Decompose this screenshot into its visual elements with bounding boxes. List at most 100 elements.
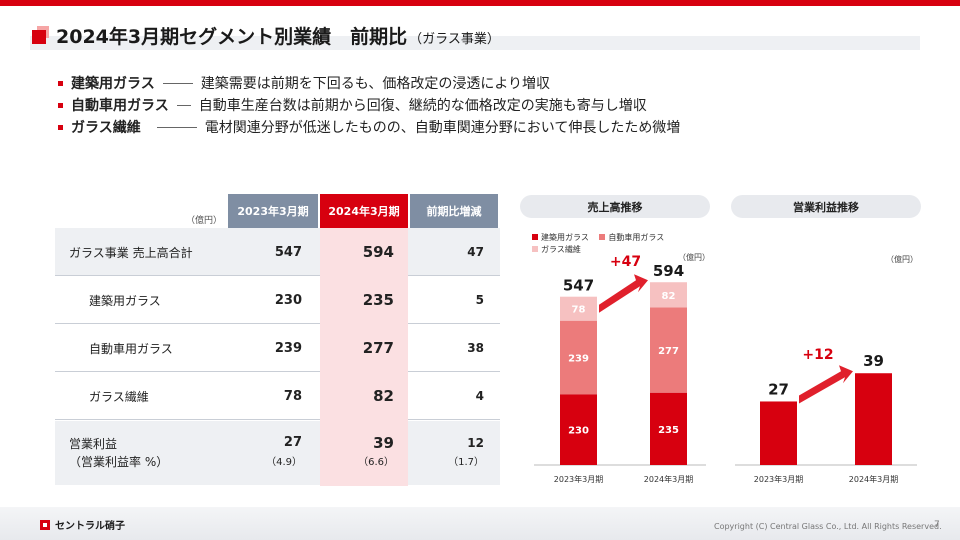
value-change: 47 xyxy=(467,245,484,259)
values-fiber: 78 82 4 xyxy=(55,372,500,420)
page-number: 7 xyxy=(934,520,940,530)
bar-value-label: 27 xyxy=(768,380,789,398)
legend-item-architectural: 建築用ガラス xyxy=(532,231,589,243)
bar-segment-architectural xyxy=(650,392,687,465)
op-value: 27 xyxy=(283,435,302,450)
logo-text: セントラル硝子 xyxy=(55,521,125,532)
table-row-architectural: 建築用ガラス xyxy=(55,276,500,324)
bar-op-profit xyxy=(760,401,797,465)
company-logo: セントラル硝子 xyxy=(40,517,125,532)
top-accent-bar xyxy=(0,0,960,6)
bar-segment-fiber xyxy=(560,296,597,321)
bar-op-profit xyxy=(855,373,892,465)
header-fy2023: 2023年3月期 xyxy=(228,194,318,228)
bar-total-label: 594 xyxy=(653,262,684,280)
value-fy2023: 547 xyxy=(274,244,302,260)
op-rate: （6.6） xyxy=(358,457,394,468)
value-change: 4 xyxy=(475,389,484,403)
sales-chart-title: 売上高推移 xyxy=(520,195,710,218)
bullet-architectural: 建築用ガラス 建築需要は前期を下回るも、価格改定の浸透により増収 xyxy=(58,72,680,94)
bullet-name: 自動車用ガラス xyxy=(71,98,169,114)
x-tick-label: 2023年3月期 xyxy=(554,474,603,484)
values-automotive: 239 277 38 xyxy=(55,324,500,372)
bar-total-label: 547 xyxy=(563,277,594,295)
bullet-desc: 電材関連分野が低迷したものの、自動車関連分野において伸長したため微増 xyxy=(204,120,681,136)
value-fy2023: 27 （4.9） xyxy=(228,421,318,485)
op-bar-chart: 27 2023年3月期 39 2024年3月期 +12 xyxy=(735,347,917,484)
bullet-automotive: 自動車用ガラス 自動車生産台数は前期から回復、継続的な価格改定の実施も寄与し増収 xyxy=(58,94,680,116)
value-fy2024: 594 xyxy=(362,243,394,261)
table-row-total-sales: ガラス事業 売上高合計 xyxy=(55,228,500,276)
row-label: ガラス事業 売上高合計 xyxy=(69,245,193,260)
page-title-sub: （ガラス事業） xyxy=(409,32,500,47)
bullet-desc: 自動車生産台数は前期から回復、継続的な価格改定の実施も寄与し増収 xyxy=(198,98,647,114)
value-change: 12 （1.7） xyxy=(410,421,498,485)
op-label: 営業利益 xyxy=(69,437,118,451)
legend-swatch xyxy=(532,246,538,252)
row-label: 自動車用ガラス xyxy=(89,341,173,356)
bullet-dot-icon xyxy=(58,102,63,108)
increase-arrow-icon xyxy=(599,274,648,313)
x-tick-label: 2024年3月期 xyxy=(644,474,693,484)
legend-label: 建築用ガラス xyxy=(541,232,589,242)
values-total-sales: 547 594 47 xyxy=(55,228,500,276)
page-title: 2024年3月期セグメント別業績 前期比 （ガラス事業） xyxy=(56,22,500,49)
bullet-dot-icon xyxy=(58,124,63,130)
bar-segment-architectural xyxy=(560,394,597,465)
header-fy2024: 2024年3月期 xyxy=(320,194,408,228)
x-tick-label: 2023年3月期 xyxy=(754,474,803,484)
header-yoy-change: 前期比増減 xyxy=(410,194,498,228)
sales-chart-unit: （億円） xyxy=(678,253,710,262)
dash-line xyxy=(156,126,197,128)
change-annotation: +47 xyxy=(610,255,641,270)
legend-swatch xyxy=(599,234,606,240)
legend-swatch xyxy=(532,234,538,240)
bar-segment-automotive xyxy=(560,320,597,395)
footer-band xyxy=(0,507,960,540)
bar-segment-label: 78 xyxy=(572,305,586,316)
bar-value-label: 39 xyxy=(863,352,884,370)
table-unit-label: （億円） xyxy=(186,216,223,226)
x-tick-label: 2024年3月期 xyxy=(849,474,898,484)
row-label: 営業利益 （営業利益率 %） xyxy=(69,421,168,485)
sales-chart-legend: 建築用ガラス 自動車用ガラス ガラス繊維 xyxy=(532,231,672,255)
legend-item-fiber: ガラス繊維 xyxy=(532,243,581,255)
table-row-fiber: ガラス繊維 xyxy=(55,372,500,420)
summary-bullets: 建築用ガラス 建築需要は前期を下回るも、価格改定の浸透により増収 自動車用ガラス… xyxy=(58,72,680,138)
bar-segment-label: 235 xyxy=(658,425,679,436)
dash-line xyxy=(176,104,191,106)
dash-line xyxy=(162,82,193,84)
bar-segment-fiber xyxy=(650,282,687,308)
value-fy2024: 235 xyxy=(362,291,394,309)
bar-segment-label: 239 xyxy=(568,353,589,364)
value-fy2024: 277 xyxy=(362,339,394,357)
bullet-fiber: ガラス繊維 電材関連分野が低迷したものの、自動車関連分野において伸長したため微増 xyxy=(58,116,680,138)
bullet-name: ガラス繊維 xyxy=(71,120,141,136)
op-rate-label: （営業利益率 %） xyxy=(69,455,169,469)
legend-item-automotive: 自動車用ガラス xyxy=(599,231,664,243)
table-row-operating-profit: 営業利益 （営業利益率 %） xyxy=(55,421,500,485)
fy2024-column-highlight xyxy=(320,228,408,486)
bar-segment-label: 230 xyxy=(568,426,589,437)
values-architectural: 230 235 5 xyxy=(55,276,500,324)
op-value: 39 xyxy=(373,434,394,452)
title-underline-bar xyxy=(30,36,920,50)
row-label: ガラス繊維 xyxy=(89,389,149,404)
row-label: 建築用ガラス xyxy=(89,293,161,308)
bar-segment-label: 277 xyxy=(658,346,679,357)
title-square-icon xyxy=(32,26,50,44)
value-fy2024: 39 （6.6） xyxy=(320,421,408,485)
op-value: 12 xyxy=(467,436,484,450)
page-title-main: 2024年3月期セグメント別業績 前期比 xyxy=(56,26,408,48)
value-fy2023: 239 xyxy=(274,340,302,356)
logo-mark-icon xyxy=(40,519,50,530)
change-annotation: +12 xyxy=(802,347,833,363)
value-fy2023: 230 xyxy=(274,292,302,308)
values-operating-profit: 27 （4.9） 39 （6.6） 12 （1.7） xyxy=(55,421,500,485)
value-change: 38 xyxy=(467,341,484,355)
bar-segment-label: 82 xyxy=(662,291,676,302)
value-fy2024: 82 xyxy=(373,387,394,405)
sales-stacked-bar-chart: 230 239 78 547 2023年3月期 235 277 82 594 2024年3月期 +4… xyxy=(534,255,706,484)
value-fy2023: 78 xyxy=(283,388,302,404)
page-title-block: 2024年3月期セグメント別業績 前期比 （ガラス事業） xyxy=(30,22,920,50)
